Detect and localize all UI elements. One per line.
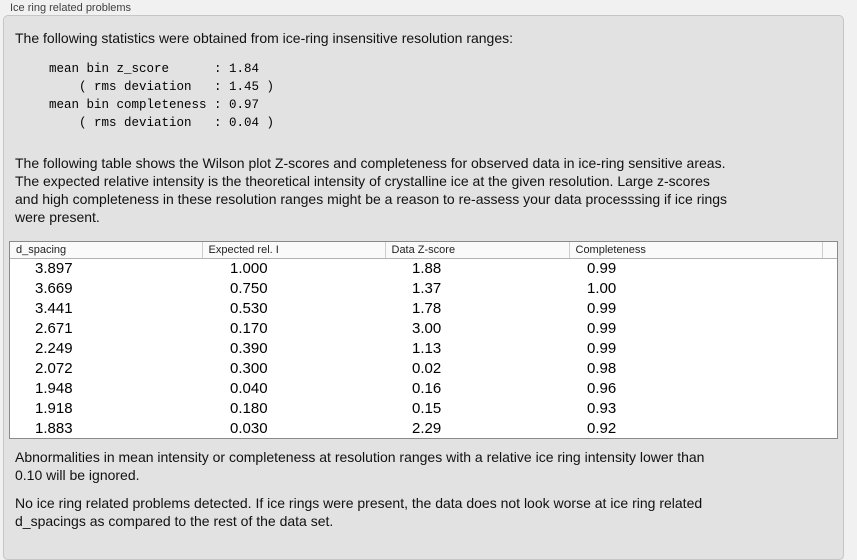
table-row[interactable]: 1.883 0.030 2.29 0.92 bbox=[10, 418, 837, 438]
cell-data-z-score: 1.88 bbox=[412, 259, 442, 277]
table-row[interactable]: 3.441 0.530 1.78 0.99 bbox=[10, 298, 837, 318]
cell-completeness: 0.92 bbox=[587, 419, 617, 437]
column-header-d-spacing[interactable]: d_spacing bbox=[10, 242, 202, 259]
ice-ring-table[interactable]: d_spacing Expected rel. I Data Z-score C… bbox=[9, 241, 838, 439]
cell-completeness: 0.99 bbox=[587, 259, 617, 277]
cell-data-z-score: 2.29 bbox=[412, 419, 442, 437]
table-row[interactable]: 1.948 0.040 0.16 0.96 bbox=[10, 378, 837, 398]
cell-completeness: 1.00 bbox=[587, 279, 617, 297]
cell-expected-rel-i: 0.530 bbox=[230, 299, 268, 317]
table-body: 3.897 1.000 1.88 0.99 3.669 0.750 1.37 1… bbox=[10, 258, 837, 438]
ignore-note: Abnormalities in mean intensity or compl… bbox=[15, 449, 705, 483]
table-row[interactable]: 1.918 0.180 0.15 0.93 bbox=[10, 398, 837, 418]
stats-block: mean bin z_score : 1.84 ( rms deviation … bbox=[49, 62, 275, 130]
table-row[interactable]: 3.669 0.750 1.37 1.00 bbox=[10, 278, 837, 298]
cell-data-z-score: 1.37 bbox=[412, 279, 442, 297]
cell-expected-rel-i: 1.000 bbox=[230, 259, 268, 277]
column-header-completeness[interactable]: Completeness bbox=[568, 242, 822, 259]
cell-data-z-score: 0.02 bbox=[412, 359, 442, 377]
cell-completeness: 0.99 bbox=[587, 319, 617, 337]
cell-blank bbox=[822, 298, 837, 318]
cell-blank bbox=[822, 418, 837, 438]
cell-blank bbox=[822, 358, 837, 378]
cell-expected-rel-i: 0.170 bbox=[230, 319, 268, 337]
cell-blank bbox=[822, 378, 837, 398]
cell-expected-rel-i: 0.040 bbox=[230, 379, 268, 397]
conclusion-text: No ice ring related problems detected. I… bbox=[15, 495, 703, 529]
column-header-data-z-score[interactable]: Data Z-score bbox=[384, 242, 569, 259]
cell-d-spacing: 3.897 bbox=[35, 259, 73, 277]
cell-completeness: 0.99 bbox=[587, 299, 617, 317]
cell-d-spacing: 1.948 bbox=[35, 379, 73, 397]
table-description: The following table shows the Wilson plo… bbox=[15, 155, 728, 225]
cell-d-spacing: 2.072 bbox=[35, 359, 73, 377]
cell-blank bbox=[822, 338, 837, 358]
table-row[interactable]: 2.671 0.170 3.00 0.99 bbox=[10, 318, 837, 338]
cell-d-spacing: 3.441 bbox=[35, 299, 73, 317]
cell-d-spacing: 2.249 bbox=[35, 339, 73, 357]
cell-expected-rel-i: 0.300 bbox=[230, 359, 268, 377]
cell-completeness: 0.93 bbox=[587, 399, 617, 417]
cell-blank bbox=[822, 318, 837, 338]
cell-data-z-score: 1.13 bbox=[412, 339, 442, 357]
ice-ring-panel: The following statistics were obtained f… bbox=[3, 15, 844, 560]
cell-expected-rel-i: 0.390 bbox=[230, 339, 268, 357]
table-header-row: d_spacing Expected rel. I Data Z-score C… bbox=[10, 242, 837, 259]
cell-completeness: 0.96 bbox=[587, 379, 617, 397]
cell-d-spacing: 3.669 bbox=[35, 279, 73, 297]
intro-text: The following statistics were obtained f… bbox=[15, 30, 514, 46]
cell-expected-rel-i: 0.030 bbox=[230, 419, 268, 437]
table-row[interactable]: 2.072 0.300 0.02 0.98 bbox=[10, 358, 837, 378]
cell-data-z-score: 0.15 bbox=[412, 399, 442, 417]
column-header-expected-rel-i[interactable]: Expected rel. I bbox=[201, 242, 385, 259]
cell-data-z-score: 0.16 bbox=[412, 379, 442, 397]
ice-ring-grid: d_spacing Expected rel. I Data Z-score C… bbox=[10, 242, 837, 438]
cell-blank bbox=[822, 398, 837, 418]
cell-d-spacing: 1.883 bbox=[35, 419, 73, 437]
cell-expected-rel-i: 0.750 bbox=[230, 279, 268, 297]
cell-d-spacing: 2.671 bbox=[35, 319, 73, 337]
cell-completeness: 0.99 bbox=[587, 339, 617, 357]
panel-title: Ice ring related problems bbox=[10, 2, 132, 14]
table-row[interactable]: 3.897 1.000 1.88 0.99 bbox=[10, 258, 837, 278]
cell-blank bbox=[822, 278, 837, 298]
column-header-blank bbox=[821, 242, 837, 259]
cell-expected-rel-i: 0.180 bbox=[230, 399, 268, 417]
cell-blank bbox=[822, 258, 837, 278]
table-row[interactable]: 2.249 0.390 1.13 0.99 bbox=[10, 338, 837, 358]
cell-d-spacing: 1.918 bbox=[35, 399, 73, 417]
cell-data-z-score: 1.78 bbox=[412, 299, 442, 317]
cell-completeness: 0.98 bbox=[587, 359, 617, 377]
cell-data-z-score: 3.00 bbox=[412, 319, 442, 337]
